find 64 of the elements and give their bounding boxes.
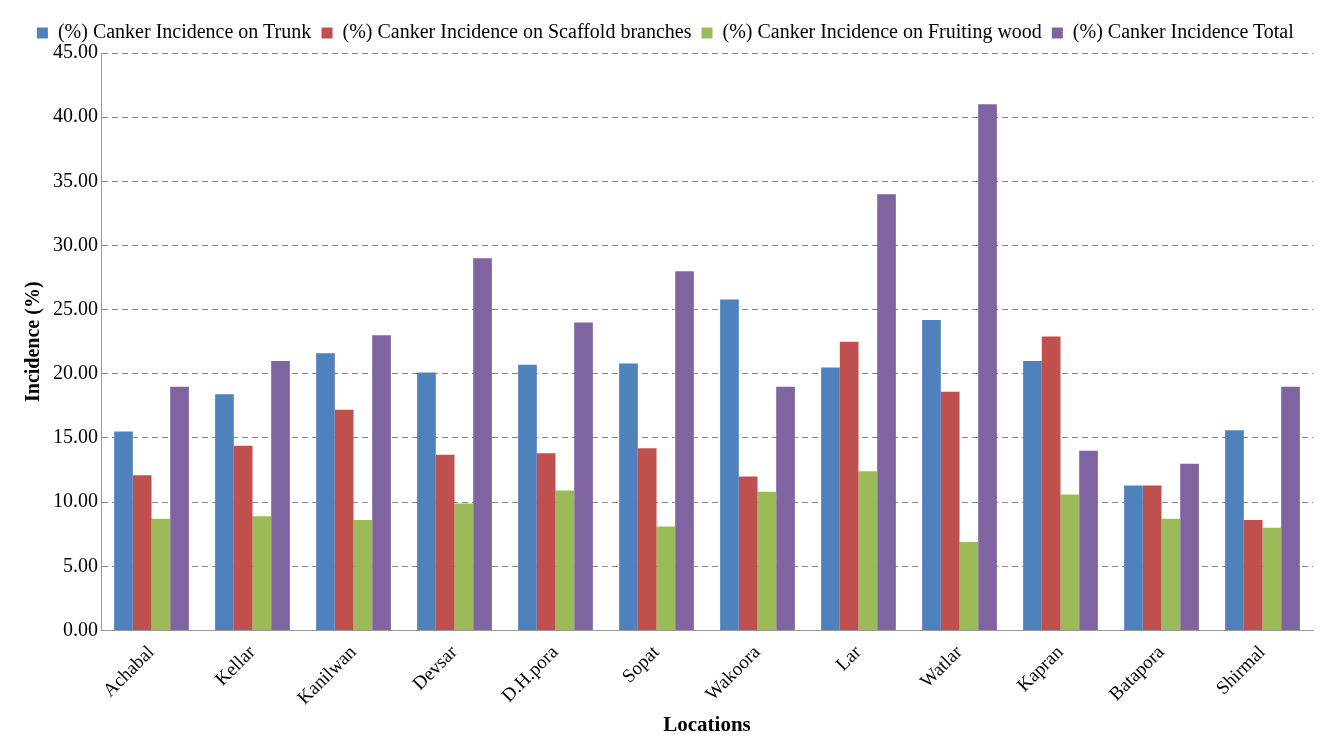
bar [1262, 527, 1282, 630]
bar [334, 409, 354, 630]
y-tick-label: 20.00 [53, 361, 98, 384]
bar [1079, 450, 1098, 630]
bar [1243, 520, 1263, 630]
y-tick-label: 15.00 [53, 425, 98, 448]
bar [922, 319, 941, 630]
legend-label: (%) Canker Incidence Total [1072, 20, 1295, 44]
bar [877, 194, 896, 630]
bar [170, 386, 189, 630]
bar [720, 299, 739, 630]
bar [353, 520, 373, 630]
bar [473, 258, 492, 630]
legend-label: (%) Canker Incidence on Scaffold branches [342, 20, 692, 44]
bar [271, 360, 290, 630]
bar [417, 372, 436, 630]
bar [536, 453, 556, 630]
bar [114, 431, 133, 630]
bar [839, 341, 859, 630]
bar [518, 364, 537, 630]
bar [1161, 518, 1181, 630]
y-tick-label: 0.00 [63, 617, 98, 640]
bar [940, 391, 960, 630]
bar [1124, 485, 1143, 630]
bar [978, 104, 997, 630]
bar [435, 454, 455, 630]
y-tick-label: 5.00 [63, 553, 98, 576]
y-axis-title: Incidence (%) [21, 281, 45, 402]
bar [233, 445, 253, 630]
bar [574, 322, 593, 630]
bar [1023, 360, 1042, 630]
bar [776, 386, 795, 630]
bar [1180, 463, 1199, 630]
bar [1060, 494, 1080, 630]
bar [858, 471, 878, 630]
y-tick-label: 35.00 [53, 168, 98, 191]
bar [252, 516, 272, 630]
y-tick-label: 25.00 [53, 296, 98, 319]
bar [454, 503, 474, 630]
bar [619, 363, 638, 630]
bar [316, 353, 335, 630]
bar [959, 541, 979, 630]
bar [675, 271, 694, 630]
legend-label: (%) Canker Incidence on Fruiting wood [722, 20, 1042, 44]
bar [132, 475, 152, 630]
bar [656, 526, 676, 630]
bar [1281, 386, 1300, 630]
y-tick-label: 10.00 [53, 489, 98, 512]
bar [1225, 430, 1244, 630]
bar [151, 518, 171, 630]
bar [637, 448, 657, 630]
bar [1041, 336, 1061, 630]
bar [757, 491, 777, 630]
bar [821, 367, 840, 630]
y-tick-label: 30.00 [53, 232, 98, 255]
bar [738, 476, 758, 630]
bar [1142, 485, 1162, 630]
legend-label: (%) Canker Incidence on Trunk [57, 20, 312, 44]
bar [372, 335, 391, 630]
x-tick-label: Lar [831, 640, 866, 675]
y-tick-label: 40.00 [53, 104, 98, 127]
bar [555, 490, 575, 630]
x-axis-title: Locations [663, 711, 751, 736]
bar [215, 394, 234, 630]
